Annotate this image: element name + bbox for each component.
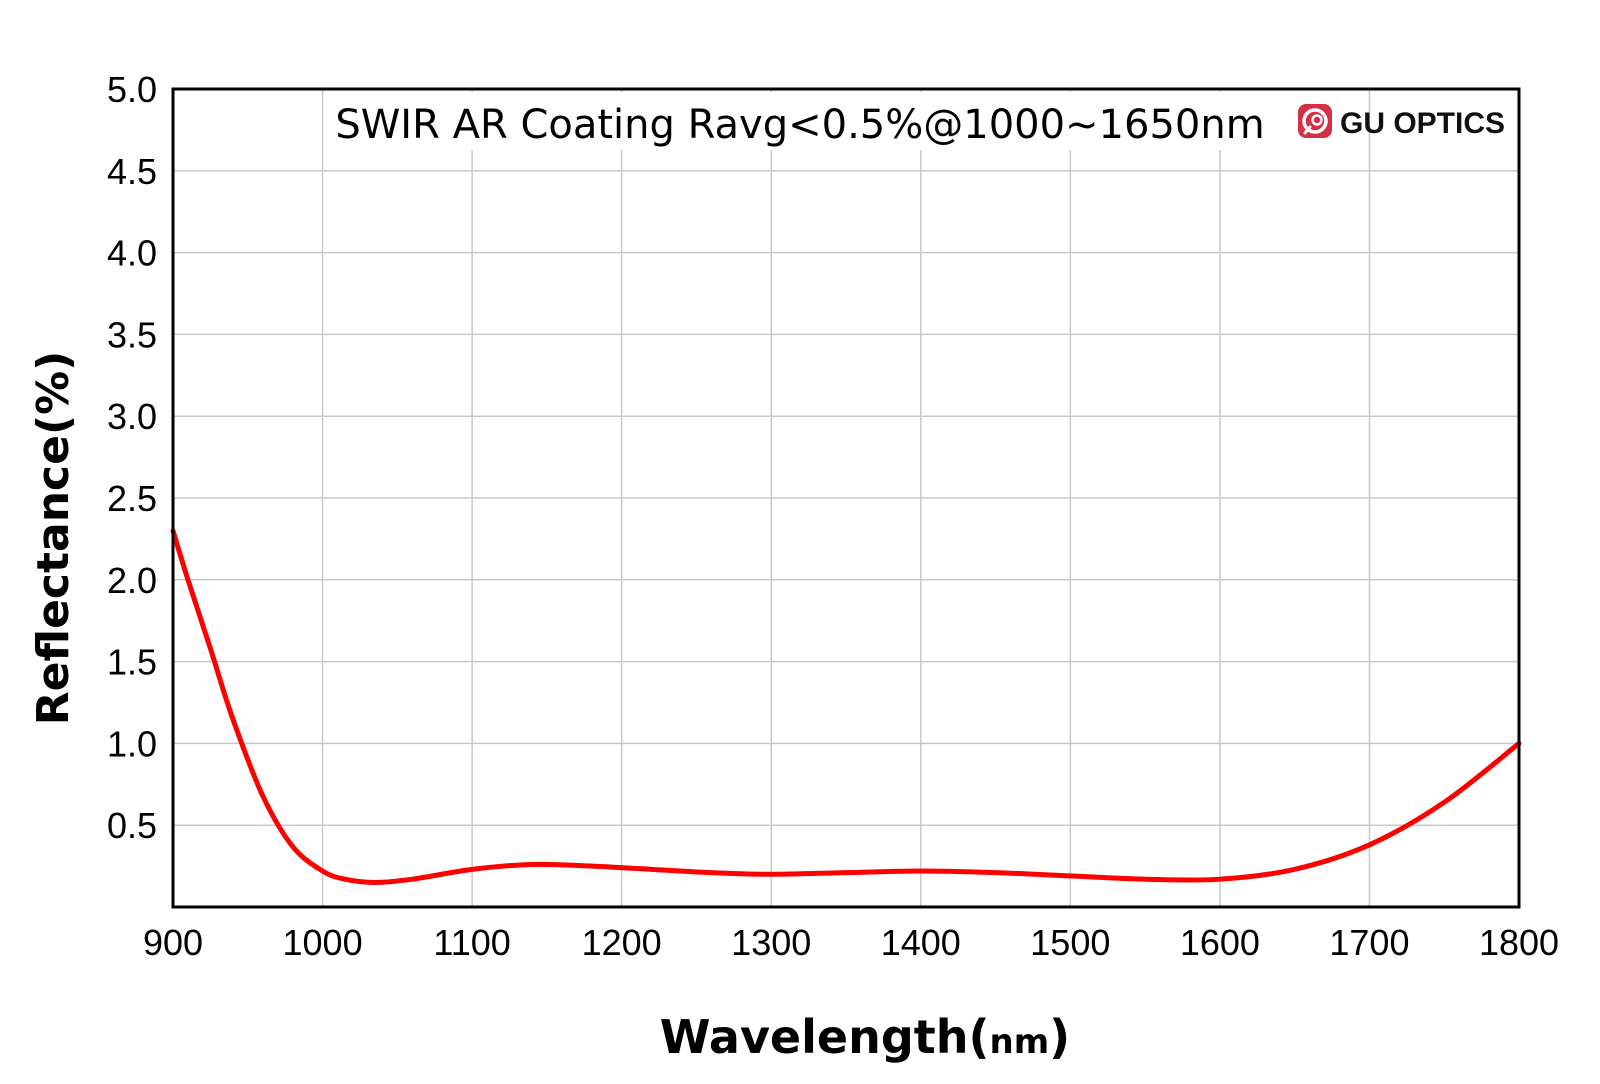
x-axis-title: Wavelength(nm) (660, 1010, 1070, 1064)
lens-logo-icon (1298, 104, 1332, 138)
x-tick-label: 1500 (1030, 922, 1110, 963)
y-tick-label: 2.5 (107, 478, 157, 519)
y-tick-label: 2.0 (107, 560, 157, 601)
x-tick-label: 1100 (433, 922, 510, 963)
plot-frame (171, 87, 1521, 909)
reflectance-curve (170, 528, 1522, 885)
y-tick-label: 3.5 (107, 314, 157, 355)
x-axis-title-unit: nm (990, 1022, 1050, 1062)
x-tick-label: 1700 (1329, 922, 1409, 963)
y-axis-ticks: 0.5 1.0 1.5 2.0 2.5 3.0 3.5 4.0 4.5 5.0 (107, 69, 157, 846)
y-tick-label: 4.0 (107, 233, 157, 274)
y-tick-label: 0.5 (107, 805, 157, 846)
y-tick-label: 1.5 (107, 642, 157, 683)
brand-logo: GU OPTICS (1298, 104, 1505, 140)
x-axis-ticks: 900 1000 1100 1200 1300 1400 1500 1600 1700 1800 (143, 922, 1559, 963)
chart-title-background (350, 92, 1270, 150)
chart-title: SWIR AR Coating Ravg<0.5%@1000~1650nm (335, 102, 1264, 148)
y-tick-label: 3.0 (107, 396, 157, 437)
x-tick-label: 1400 (881, 922, 961, 963)
y-tick-label: 5.0 (107, 69, 157, 110)
x-tick-label: 1300 (731, 922, 811, 963)
x-tick-label: 1000 (283, 922, 363, 963)
y-tick-label: 1.0 (107, 723, 157, 764)
x-axis-title-close: ) (1049, 1010, 1070, 1064)
grid-lines (173, 89, 1519, 907)
x-tick-label: 1600 (1180, 922, 1260, 963)
x-tick-label: 1200 (582, 922, 662, 963)
y-axis-title: Reflectance(%) (28, 351, 79, 726)
brand-name: GU OPTICS (1340, 107, 1505, 140)
y-tick-label: 4.5 (107, 151, 157, 192)
x-axis-title-main: Wavelength( (660, 1010, 990, 1064)
x-tick-label: 1800 (1479, 922, 1559, 963)
x-tick-label: 900 (143, 922, 203, 963)
